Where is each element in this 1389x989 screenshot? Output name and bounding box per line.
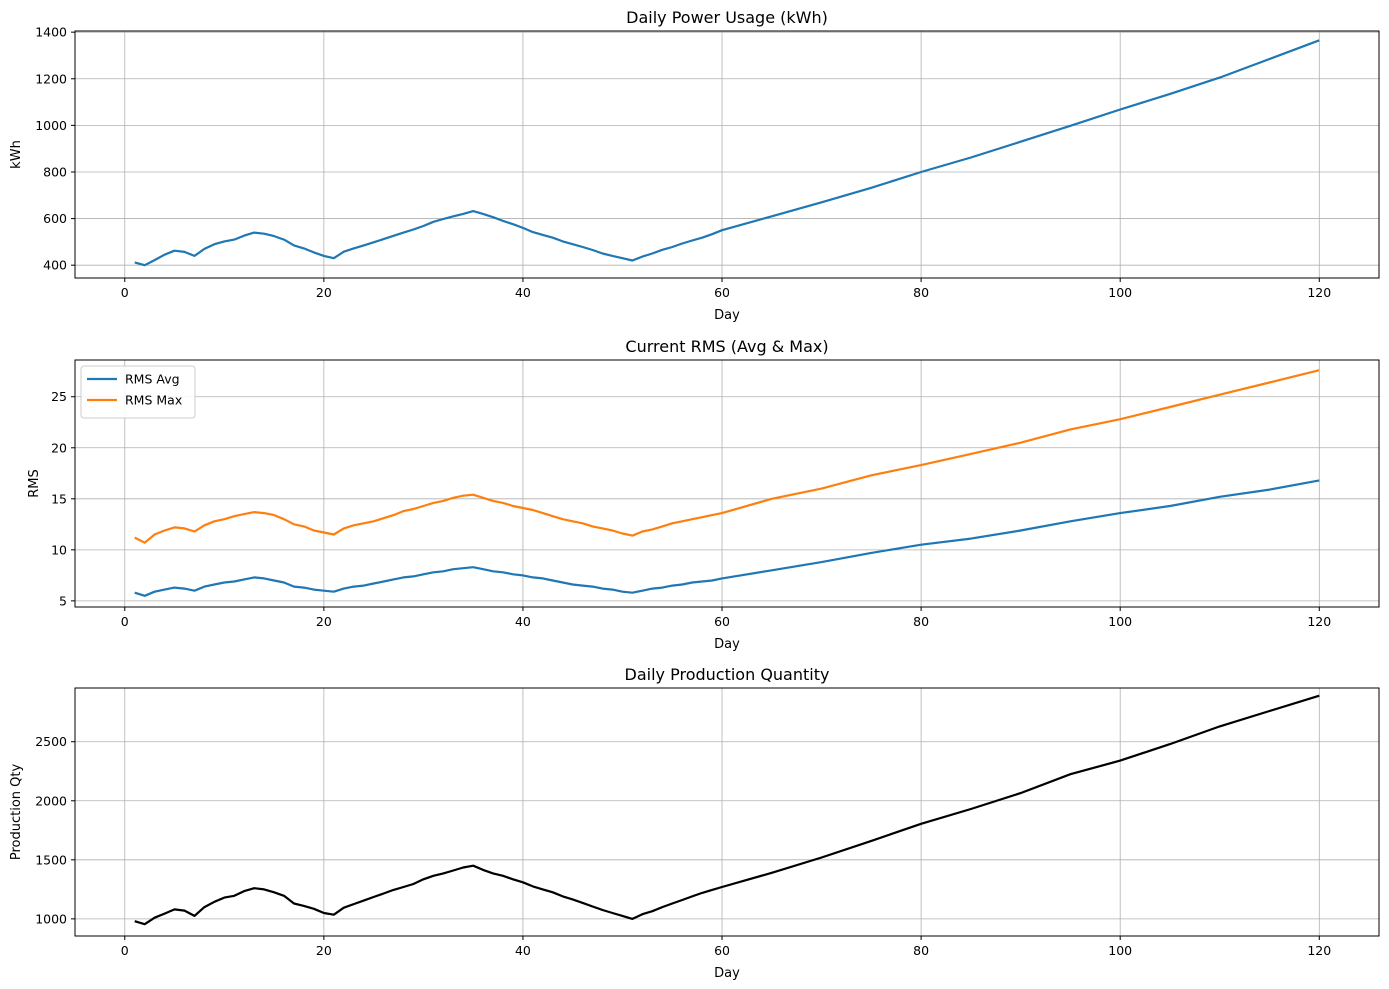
x-tick-label: 0 — [121, 614, 129, 629]
x-tick-label: 20 — [316, 614, 332, 629]
y-tick-label: 10 — [51, 542, 67, 557]
y-tick-label: 1200 — [35, 71, 67, 86]
y-tick-label: 20 — [51, 440, 67, 455]
chart-title: Daily Production Quantity — [625, 665, 830, 684]
series-line-rms-max — [134, 369, 1320, 544]
series-line-production-qty — [134, 694, 1320, 926]
chart-current-rms: 0 20 40 60 80 100 120 5 10 15 20 25 Current RMS (Avg… — [27, 337, 1380, 652]
x-tick-label: 100 — [1108, 285, 1132, 300]
y-tick-label: 5 — [59, 593, 67, 608]
x-tick-label: 60 — [714, 943, 730, 958]
y-axis-label: kWh — [9, 140, 24, 169]
x-tick-label: 80 — [913, 943, 929, 958]
y-tick-label: 800 — [43, 164, 67, 179]
axes-frame — [74, 687, 1380, 937]
x-tick-label: 20 — [316, 943, 332, 958]
y-tick-label: 400 — [43, 258, 67, 273]
chart-title: Current RMS (Avg & Max) — [625, 337, 828, 356]
x-tick-label: 40 — [515, 943, 531, 958]
x-tick-label: 80 — [913, 285, 929, 300]
x-tick-label: 60 — [714, 285, 730, 300]
x-tick-label: 20 — [316, 285, 332, 300]
x-tick-label: 60 — [714, 614, 730, 629]
x-tick-label: 100 — [1108, 943, 1132, 958]
chart-power-usage: 0 20 40 60 80 100 120 400 600 800 1000 1200 1400 Dail… — [9, 8, 1380, 323]
x-tick-label: 100 — [1108, 614, 1132, 629]
x-axis-label: Day — [714, 637, 740, 652]
y-tick-label: 1000 — [35, 118, 67, 133]
x-tick-label: 120 — [1307, 285, 1331, 300]
x-tick-label: 0 — [121, 943, 129, 958]
chart-production-qty: 0 20 40 60 80 100 120 1000 1500 2000 2500 Daily Pro… — [9, 665, 1380, 981]
axes-frame — [74, 359, 1380, 608]
x-axis-label: Day — [714, 308, 740, 323]
x-tick-label: 0 — [121, 285, 129, 300]
x-tick-label: 40 — [515, 285, 531, 300]
x-tick-label: 80 — [913, 614, 929, 629]
chart-title: Daily Power Usage (kWh) — [626, 8, 828, 27]
axes-frame — [74, 30, 1380, 279]
series-line-power-usage — [134, 39, 1320, 267]
x-tick-label: 120 — [1307, 943, 1331, 958]
x-axis-label: Day — [714, 966, 740, 981]
legend-entry: RMS Max — [125, 393, 182, 408]
legend: RMS Avg RMS Max — [80, 365, 196, 419]
y-tick-label: 25 — [51, 389, 67, 404]
y-axis-label: RMS — [27, 469, 42, 498]
y-tick-label: 1000 — [35, 911, 67, 926]
y-tick-label: 2500 — [35, 734, 67, 749]
series-line-rms-avg — [134, 479, 1320, 597]
y-axis-label: Production Qty — [9, 764, 24, 861]
x-tick-label: 120 — [1307, 614, 1331, 629]
y-tick-label: 1400 — [35, 25, 67, 40]
y-tick-label: 2000 — [35, 793, 67, 808]
x-tick-label: 40 — [515, 614, 531, 629]
legend-entry: RMS Avg — [125, 372, 180, 387]
y-tick-label: 1500 — [35, 852, 67, 867]
y-tick-label: 15 — [51, 491, 67, 506]
y-tick-label: 600 — [43, 211, 67, 226]
